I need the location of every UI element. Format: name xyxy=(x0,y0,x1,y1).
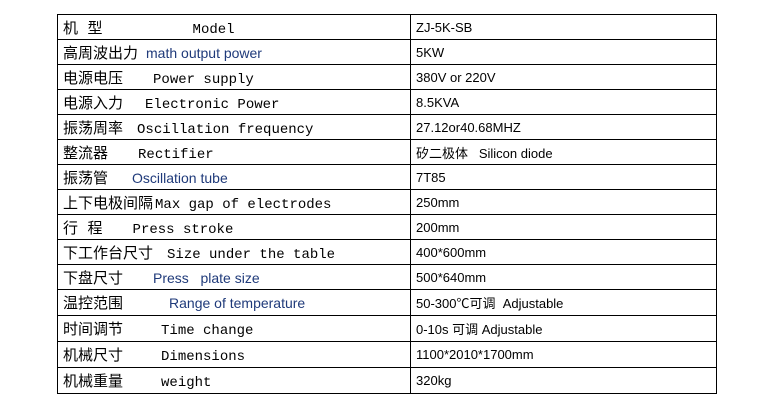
label-chinese: 电源入力 xyxy=(63,93,124,112)
spec-value-cell: 320kg xyxy=(410,367,717,394)
spec-label-cell: 下盘尺寸 Press plate size xyxy=(57,264,411,290)
spec-value-cell: 8.5KVA xyxy=(410,89,717,115)
label-english: weight xyxy=(161,375,212,391)
spec-value-cell: 50-300℃可调 Adjustable xyxy=(410,289,717,316)
label-chinese: 高周波出力 xyxy=(63,43,139,62)
spec-label-cell: 高周波出力 math output power xyxy=(57,39,411,65)
label-chinese: 机 型 xyxy=(63,18,103,37)
label-chinese: 电源电压 xyxy=(63,68,124,87)
label-chinese: 振荡管 xyxy=(63,168,109,187)
label-chinese: 机械尺寸 xyxy=(63,346,124,364)
label-english: math output power xyxy=(146,44,262,61)
spec-row: 机械尺寸 Dimensions 1100*2010*1700mm xyxy=(57,341,717,368)
spec-row: 振荡管 Oscillation tube 7T85 xyxy=(57,164,717,190)
label-english: Size under the table xyxy=(167,246,336,263)
spec-row: 下工作台尺寸 Size under the table 400*600mm xyxy=(57,239,717,265)
spec-value-cell: 250mm xyxy=(410,189,717,215)
spec-label-cell: 上下电极间隔 Max gap of electrodes xyxy=(57,189,411,215)
label-english: Press stroke xyxy=(132,221,234,238)
spec-value-cell: 矽二极体 Silicon diode xyxy=(410,139,717,165)
label-chinese: 下盘尺寸 xyxy=(63,268,124,287)
label-english: Dimensions xyxy=(161,349,246,365)
label-chinese: 温控范围 xyxy=(63,294,124,312)
spec-value-cell: 200mm xyxy=(410,214,717,240)
spec-label-cell: 振荡管 Oscillation tube xyxy=(57,164,411,190)
label-english: Press plate size xyxy=(153,269,260,286)
spec-row: 机 型 Model ZJ-5K-SB xyxy=(57,14,717,40)
label-english: Electronic Power xyxy=(145,96,280,113)
spec-row: 电源入力 Electronic Power 8.5KVA xyxy=(57,89,717,115)
spec-value-cell: 500*640mm xyxy=(410,264,717,290)
spec-row: 下盘尺寸 Press plate size 500*640mm xyxy=(57,264,717,290)
spec-row: 上下电极间隔 Max gap of electrodes 250mm xyxy=(57,189,717,215)
label-chinese: 上下电极间隔 xyxy=(63,193,154,212)
label-english: Oscillation frequency xyxy=(137,121,314,138)
spec-label-cell: 温控范围 Range of temperature xyxy=(57,289,411,316)
spec-value-cell: 1100*2010*1700mm xyxy=(410,341,717,368)
spec-row: 电源电压 Power supply 380V or 220V xyxy=(57,64,717,90)
label-english: Range of temperature xyxy=(169,295,306,311)
label-english: Model xyxy=(192,21,235,38)
label-chinese: 下工作台尺寸 xyxy=(63,243,154,262)
spec-row: 整流器 Rectifier 矽二极体 Silicon diode xyxy=(57,139,717,165)
spec-row: 行 程 Press stroke 200mm xyxy=(57,214,717,240)
spec-value-cell: 0-10s 可调 Adjustable xyxy=(410,315,717,342)
label-english: Max gap of electrodes xyxy=(155,196,332,213)
spec-row: 温控范围 Range of temperature 50-300℃可调 Adjust… xyxy=(57,289,717,316)
spec-value-cell: ZJ-5K-SB xyxy=(410,14,717,40)
spec-value-cell: 7T85 xyxy=(410,164,717,190)
spec-label-cell: 下工作台尺寸 Size under the table xyxy=(57,239,411,265)
label-chinese: 机械重量 xyxy=(63,372,124,390)
label-chinese: 行 程 xyxy=(63,218,103,237)
spec-value-cell: 27.12or40.68MHZ xyxy=(410,114,717,140)
spec-label-cell: 整流器 Rectifier xyxy=(57,139,411,165)
spec-value-cell: 5KW xyxy=(410,39,717,65)
spec-label-cell: 时间调节 Time change xyxy=(57,315,411,342)
label-chinese: 振荡周率 xyxy=(63,118,124,137)
spec-label-cell: 机械尺寸 Dimensions xyxy=(57,341,411,368)
label-chinese: 整流器 xyxy=(63,143,109,162)
spec-row: 振荡周率 Oscillation frequency 27.12or40.68MHZ xyxy=(57,114,717,140)
spec-label-cell: 机械重量 weight xyxy=(57,367,411,394)
spec-label-cell: 电源电压 Power supply xyxy=(57,64,411,90)
label-chinese: 时间调节 xyxy=(63,320,124,338)
spec-value-cell: 400*600mm xyxy=(410,239,717,265)
spec-label-cell: 电源入力 Electronic Power xyxy=(57,89,411,115)
spec-row: 时间调节 Time change 0-10s 可调 Adjustable xyxy=(57,315,717,342)
spec-table: 机 型 Model ZJ-5K-SB 高周波出力 math output power 5K… xyxy=(57,14,717,394)
spec-row: 机械重量 weight 320kg xyxy=(57,367,717,394)
spec-label-cell: 行 程 Press stroke xyxy=(57,214,411,240)
spec-label-cell: 振荡周率 Oscillation frequency xyxy=(57,114,411,140)
spec-value-cell: 380V or 220V xyxy=(410,64,717,90)
label-english: Rectifier xyxy=(138,146,214,163)
spec-row: 高周波出力 math output power 5KW xyxy=(57,39,717,65)
label-english: Time change xyxy=(161,323,254,339)
label-english: Oscillation tube xyxy=(132,169,228,186)
spec-label-cell: 机 型 Model xyxy=(57,14,411,40)
label-english: Power supply xyxy=(153,71,254,88)
